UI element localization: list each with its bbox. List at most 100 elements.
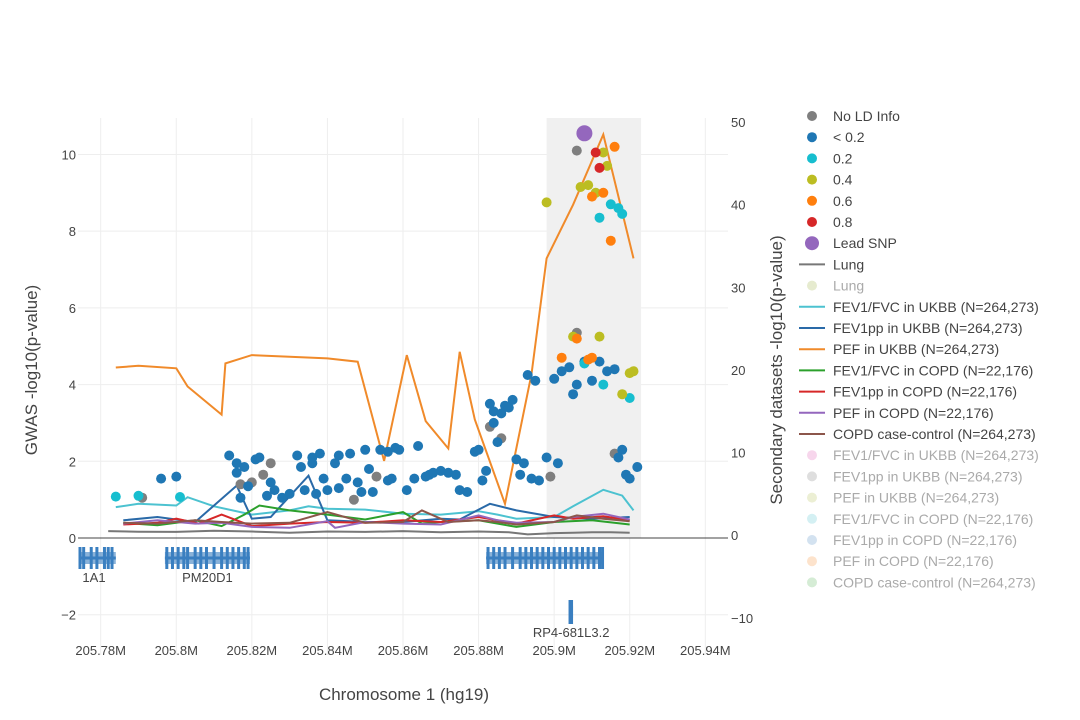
gwas-point: [568, 389, 579, 400]
x-tick-label: 205.94M: [680, 643, 731, 658]
gwas-point: [235, 479, 246, 490]
gwas-point: [356, 487, 367, 497]
gwas-point: [265, 458, 276, 469]
gwas-point: [594, 356, 605, 367]
y-tick-label: 0: [69, 531, 76, 546]
legend-item[interactable]: PEF in UKBB (N=264,273): [807, 490, 999, 506]
legend-label: PEF in COPD (N=22,176): [833, 405, 994, 421]
legend-label: FEV1/FVC in COPD (N=22,176): [833, 362, 1033, 378]
series-line: [108, 529, 630, 536]
legend-label: COPD case-control (N=264,273): [833, 574, 1036, 590]
y-tick-label: 8: [69, 224, 76, 239]
gwas-point: [605, 235, 616, 246]
gwas-point: [624, 473, 635, 484]
legend-swatch-dot: [807, 577, 817, 588]
legend-label: No LD Info: [833, 108, 900, 124]
gwas-point: [175, 492, 185, 502]
legend-swatch-dot: [807, 111, 817, 121]
y2-tick-label: 30: [731, 280, 745, 295]
gwas-point: [624, 393, 635, 403]
gene-label: 1A1: [82, 570, 105, 585]
legend-item[interactable]: Lung: [799, 256, 864, 272]
gwas-point: [556, 352, 567, 363]
gwas-point: [617, 444, 628, 455]
gwas-point: [609, 364, 620, 375]
legend-item[interactable]: COPD case-control (N=264,273): [807, 574, 1036, 590]
gwas-point: [571, 145, 582, 156]
gwas-point: [314, 448, 325, 459]
gwas-point: [526, 473, 537, 484]
gwas-point: [496, 408, 507, 419]
legend-item[interactable]: Lung: [807, 278, 864, 294]
gwas-point: [462, 487, 473, 497]
legend-item[interactable]: Lead SNP: [805, 235, 897, 251]
legend-item[interactable]: PEF in COPD (N=22,176): [799, 405, 994, 421]
gwas-point: [333, 483, 344, 494]
legend-item[interactable]: < 0.2: [807, 129, 865, 145]
gwas-point: [522, 370, 533, 380]
gwas-point: [277, 492, 288, 503]
legend-swatch-dot: [807, 513, 817, 524]
y2-tick-label: 10: [731, 446, 745, 461]
legend-label: FEV1pp in COPD (N=22,176): [833, 532, 1017, 548]
gwas-point: [307, 458, 318, 469]
x-tick-label: 205.8M: [155, 643, 198, 658]
gwas-point: [576, 125, 593, 142]
x-tick-label: 205.92M: [604, 643, 655, 658]
gwas-point: [345, 448, 356, 459]
legend-item[interactable]: FEV1/FVC in UKBB (N=264,273): [799, 299, 1039, 315]
gwas-point: [224, 450, 235, 461]
legend-label: FEV1pp in UKBB (N=264,273): [833, 320, 1023, 336]
legend-item[interactable]: FEV1pp in COPD (N=22,176): [799, 384, 1017, 400]
gwas-point: [322, 485, 333, 496]
legend[interactable]: No LD Info < 0.2 0.2 0.4 0.6 0.8 Lead SNP Lung L…: [799, 108, 1039, 590]
gwas-point: [231, 458, 242, 469]
legend-item[interactable]: 0.6: [807, 193, 853, 209]
legend-item[interactable]: PEF in UKBB (N=264,273): [799, 341, 999, 357]
legend-label: 0.2: [833, 150, 853, 166]
legend-label: PEF in COPD (N=22,176): [833, 553, 994, 569]
gwas-point: [265, 477, 276, 488]
legend-item[interactable]: No LD Info: [807, 108, 900, 124]
gwas-point: [269, 485, 280, 496]
gwas-point: [587, 375, 597, 386]
legend-label: 0.4: [833, 172, 853, 188]
gwas-point: [367, 487, 378, 497]
legend-item[interactable]: PEF in COPD (N=22,176): [807, 553, 994, 569]
gene-block: [570, 606, 574, 618]
secondary-series: [108, 131, 635, 536]
legend-item[interactable]: FEV1/FVC in COPD (N=22,176): [799, 362, 1033, 378]
legend-item[interactable]: COPD case-control (N=264,273): [799, 426, 1036, 442]
series-line: [123, 509, 630, 526]
x-tick-label: 205.82M: [227, 643, 278, 658]
legend-item[interactable]: FEV1/FVC in COPD (N=22,176): [807, 511, 1033, 527]
gwas-point: [594, 331, 605, 342]
gwas-point: [609, 141, 620, 152]
legend-item[interactable]: FEV1/FVC in UKBB (N=264,273): [807, 447, 1039, 463]
gwas-point: [473, 444, 484, 455]
gwas-point: [231, 467, 242, 478]
gwas-point: [488, 417, 499, 428]
gwas-point: [450, 469, 461, 480]
gwas-point: [428, 467, 439, 478]
gwas-point: [352, 477, 363, 488]
y-tick-label: 4: [69, 378, 76, 393]
legend-item[interactable]: 0.8: [807, 214, 853, 230]
legend-item[interactable]: FEV1pp in UKBB (N=264,273): [799, 320, 1023, 336]
y2-tick-label: 0: [731, 528, 738, 543]
gwas-point: [481, 465, 492, 476]
legend-label: FEV1/FVC in UKBB (N=264,273): [833, 447, 1039, 463]
gwas-point: [552, 458, 563, 469]
gwas-point: [503, 402, 514, 413]
legend-swatch-dot: [807, 174, 817, 185]
gwas-point: [311, 488, 322, 499]
legend-item[interactable]: 0.4: [807, 172, 853, 188]
legend-item[interactable]: 0.2: [807, 150, 853, 166]
gwas-point: [243, 481, 254, 492]
legend-swatch-dot: [807, 556, 817, 567]
legend-swatch-dot: [807, 153, 817, 164]
legend-item[interactable]: FEV1pp in COPD (N=22,176): [807, 532, 1017, 548]
gwas-point: [330, 458, 340, 469]
legend-item[interactable]: FEV1pp in UKBB (N=264,273): [807, 468, 1023, 484]
legend-label: Lung: [833, 278, 864, 294]
